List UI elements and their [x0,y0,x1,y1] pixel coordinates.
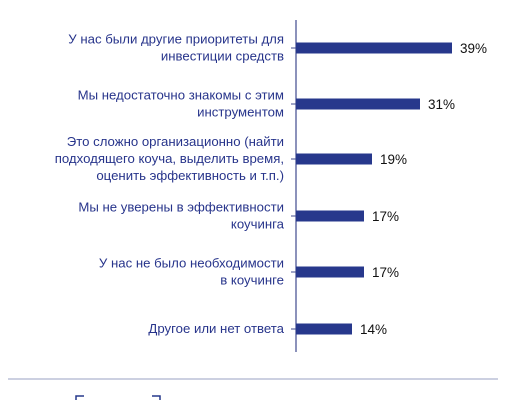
corner-mark-left [75,395,84,400]
category-label-4: Мы не уверены в эффективности коучинга [78,200,284,232]
value-label-2: 31% [428,97,455,112]
category-label-5: У нас не было необходимости в коучинге [99,256,284,288]
value-label-4: 17% [372,209,399,224]
category-label-3: Это сложно организационно (найти подходящ… [55,134,284,183]
bar-5 [296,266,364,278]
bar-2 [296,98,420,110]
category-label-1: У нас были другие приоритеты для инвестиц… [68,32,284,64]
bar-1 [296,42,452,54]
bar-6 [296,323,352,335]
value-label-5: 17% [372,265,399,280]
category-label-6: Другое или нет ответа [148,321,284,336]
value-label-1: 39% [460,41,487,56]
value-label-3: 19% [380,152,407,167]
value-label-6: 14% [360,322,387,337]
corner-mark-right [152,395,161,400]
category-label-2: Мы недостаточно знакомы с этим инструмент… [78,88,284,120]
bar-3 [296,153,372,165]
bar-4 [296,210,364,222]
